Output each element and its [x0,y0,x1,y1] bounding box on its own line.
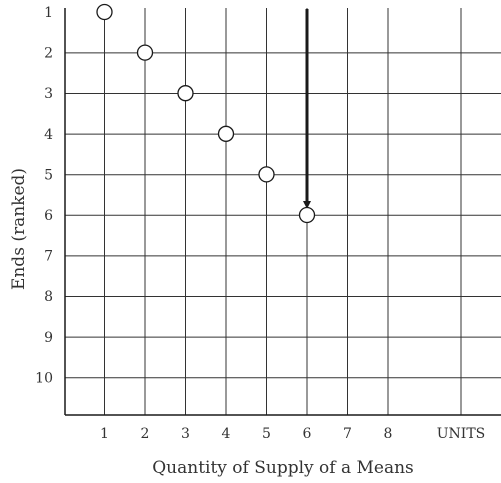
y-tick-label: 9 [44,330,53,346]
y-tick-label: 8 [44,289,53,305]
y-tick-label: 5 [44,167,53,183]
data-point [217,125,235,142]
data-point [298,206,316,224]
y-tick-label: 4 [44,127,53,143]
y-axis-title: Ends (ranked) [9,168,29,290]
x-tick-label: 7 [343,426,352,442]
grid [64,8,501,416]
tick-labels: 1 2 3 4 5 6 7 8 9 10 1 2 3 4 5 6 7 8 UNITS [35,5,485,442]
y-tick-label: 1 [44,5,53,21]
x-tick-label: UNITS [437,426,486,442]
data-point [177,85,194,102]
x-tick-label: 6 [303,426,312,442]
data-marks [96,3,316,224]
y-tick-label: 7 [44,249,53,265]
y-tick-label: 10 [35,370,53,386]
x-tick-label: 2 [141,426,150,442]
y-tick-label: 2 [44,46,53,62]
y-tick-label: 6 [44,208,53,224]
x-tick-label: 8 [384,426,393,442]
x-axis-title: Quantity of Supply of a Means [152,458,414,478]
x-tick-label: 5 [262,426,271,442]
y-tick-label: 3 [44,86,53,102]
data-point [96,3,113,21]
data-point [258,166,275,183]
x-tick-label: 4 [222,426,231,442]
x-tick-label: 3 [181,426,190,442]
data-point [136,44,154,61]
x-tick-label: 1 [100,426,109,442]
